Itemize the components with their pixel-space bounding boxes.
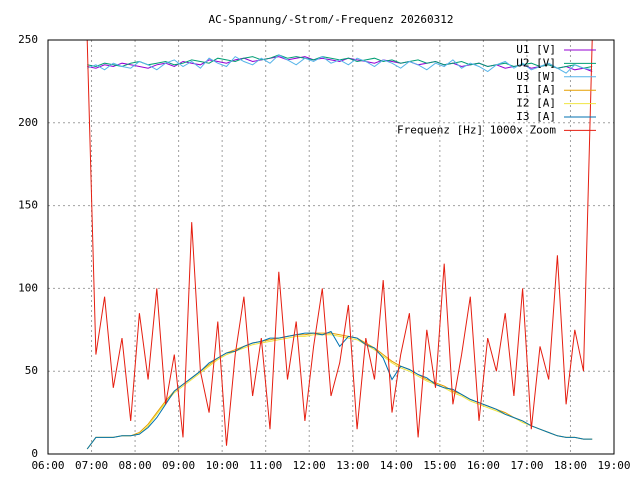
x-tick-label: 13:00: [336, 459, 369, 472]
legend-label: U2 [V]: [516, 56, 556, 69]
x-tick-label: 06:00: [31, 459, 64, 472]
x-tick-label: 15:00: [423, 459, 456, 472]
x-tick-label: 08:00: [119, 459, 152, 472]
legend-label: I2 [A]: [516, 97, 556, 110]
x-tick-label: 14:00: [380, 459, 413, 472]
legend-label: Frequenz [Hz] 1000x Zoom: [397, 123, 556, 136]
x-tick-label: 10:00: [206, 459, 239, 472]
plot-border: [47, 39, 615, 455]
series-line: [86, 330, 593, 450]
y-tick-label: 100: [18, 281, 38, 294]
x-tick-label: 18:00: [554, 459, 587, 472]
y-tick-label: 0: [31, 447, 38, 460]
x-tick-label: 19:00: [597, 459, 630, 472]
y-tick-label: 250: [18, 33, 38, 46]
x-tick-label: 16:00: [467, 459, 500, 472]
x-tick-label: 17:00: [510, 459, 543, 472]
series-line: [87, 56, 593, 72]
legend-label: U1 [V]: [516, 43, 556, 56]
series-line: [86, 40, 593, 446]
x-tick-label: 12:00: [293, 459, 326, 472]
x-tick-label: 07:00: [75, 459, 108, 472]
y-tick-label: 150: [18, 199, 38, 212]
legend-label: I1 [A]: [516, 83, 556, 96]
legend-label: I3 [A]: [516, 110, 556, 123]
x-tick-label: 09:00: [162, 459, 195, 472]
x-tick-label: 11:00: [249, 459, 282, 472]
y-tick-label: 50: [25, 364, 38, 377]
series-line: [87, 54, 593, 74]
y-tick-label: 200: [18, 116, 38, 129]
series-line: [86, 332, 593, 450]
chart-title: AC-Spannung/-Strom/-Frequenz 20260312: [208, 13, 453, 26]
legend-label: U3 [W]: [516, 70, 556, 83]
